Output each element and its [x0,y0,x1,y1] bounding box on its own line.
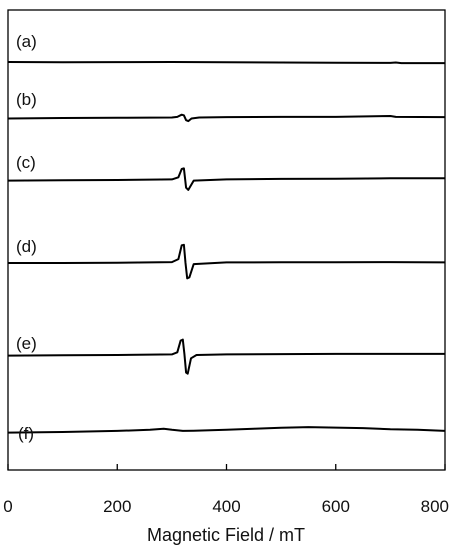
x-tick-label-400: 400 [212,497,240,516]
traces-group [7,61,446,434]
trace-line-4 [8,243,446,280]
trace-line-1 [7,61,445,65]
x-tick-label-600: 600 [322,497,350,516]
x-tick-label-200: 200 [103,497,131,516]
trace-label-3: (c) [16,153,36,172]
trace-line-6 [7,426,446,434]
trace-line-2 [7,113,446,123]
trace-label-6: (f) [18,424,34,443]
trace-label-5: (e) [16,334,37,353]
trace-label-4: (d) [16,237,37,256]
trace-labels-group: (a) (b) (c) (d) (e) (f) [16,32,37,443]
x-axis-title: Magnetic Field / mT [147,525,305,545]
trace-line-5 [7,338,445,375]
plot-frame [7,9,446,471]
trace-line-3 [7,167,445,191]
trace-label-2: (b) [16,90,37,109]
x-axis: 0 200 400 600 800 [3,464,449,516]
x-tick-label-0: 0 [3,497,12,516]
trace-label-1: (a) [16,32,37,51]
x-tick-label-800: 800 [421,497,449,516]
